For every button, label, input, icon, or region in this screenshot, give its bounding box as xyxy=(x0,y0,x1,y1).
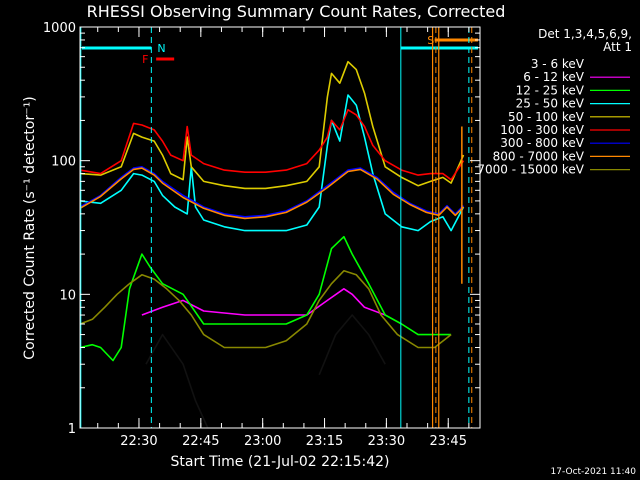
footer-date: 17-Oct-2021 11:40 xyxy=(551,467,637,477)
x-axis-label: Start Time (21-Jul-02 22:15:42) xyxy=(170,454,389,470)
y-tick-label: 10 xyxy=(59,288,76,303)
legend-entry-label: 6 - 12 keV xyxy=(523,70,585,84)
y-tick-label: 1000 xyxy=(43,21,76,36)
x-tick-label: 23:30 xyxy=(368,434,405,449)
legend-entry-label: 7000 - 15000 keV xyxy=(477,163,584,177)
series-line-2 xyxy=(79,235,452,362)
x-tick-label: 22:45 xyxy=(182,434,219,449)
series-line-7 xyxy=(79,167,465,220)
n-marker-label: N xyxy=(157,42,165,55)
f-marker-label: F xyxy=(142,53,148,66)
legend-entry-label: 300 - 800 keV xyxy=(500,136,584,150)
legend-header-line1: Det 1,3,4,5,6,9, xyxy=(538,27,632,41)
x-tick-label: 23:45 xyxy=(430,434,467,449)
legend-entry-label: 50 - 100 keV xyxy=(508,110,585,124)
legend-entry-label: 12 - 25 keV xyxy=(516,83,585,97)
x-tick-label: 22:30 xyxy=(120,434,157,449)
legend-entry-label: 3 - 6 keV xyxy=(531,57,585,71)
legend-header-line2: Att 1 xyxy=(603,40,632,54)
series-line-8 xyxy=(79,270,452,349)
series-line-5 xyxy=(79,109,465,181)
x-tick-label: 23:00 xyxy=(244,434,281,449)
s-marker-label: S xyxy=(427,34,434,47)
series-line-3 xyxy=(79,94,465,232)
plot-frame xyxy=(79,26,481,429)
legend-entry-label: 800 - 7000 keV xyxy=(493,149,585,163)
y-axis-label: Corrected Count Rate (s⁻¹ detector⁻¹) xyxy=(22,96,38,359)
chart-title: RHESSI Observing Summary Count Rates, Co… xyxy=(87,2,506,21)
axis-layer: 1 10 100 1000 22:30 22:45 23:00 23:15 23:30 23:45 xyxy=(43,21,481,449)
series-line-4 xyxy=(79,60,465,190)
legend-entry-label: 100 - 300 keV xyxy=(500,123,584,137)
series-line-0 xyxy=(145,314,386,429)
y-tick-label: 1 xyxy=(68,422,76,437)
annotation-layer: NF S xyxy=(80,27,478,428)
x-tick-label: 23:15 xyxy=(306,434,343,449)
series-layer xyxy=(79,60,465,429)
y-tick-label: 100 xyxy=(51,155,76,170)
series-line-6 xyxy=(79,166,465,218)
legend-entry-label: 25 - 50 keV xyxy=(516,97,585,111)
